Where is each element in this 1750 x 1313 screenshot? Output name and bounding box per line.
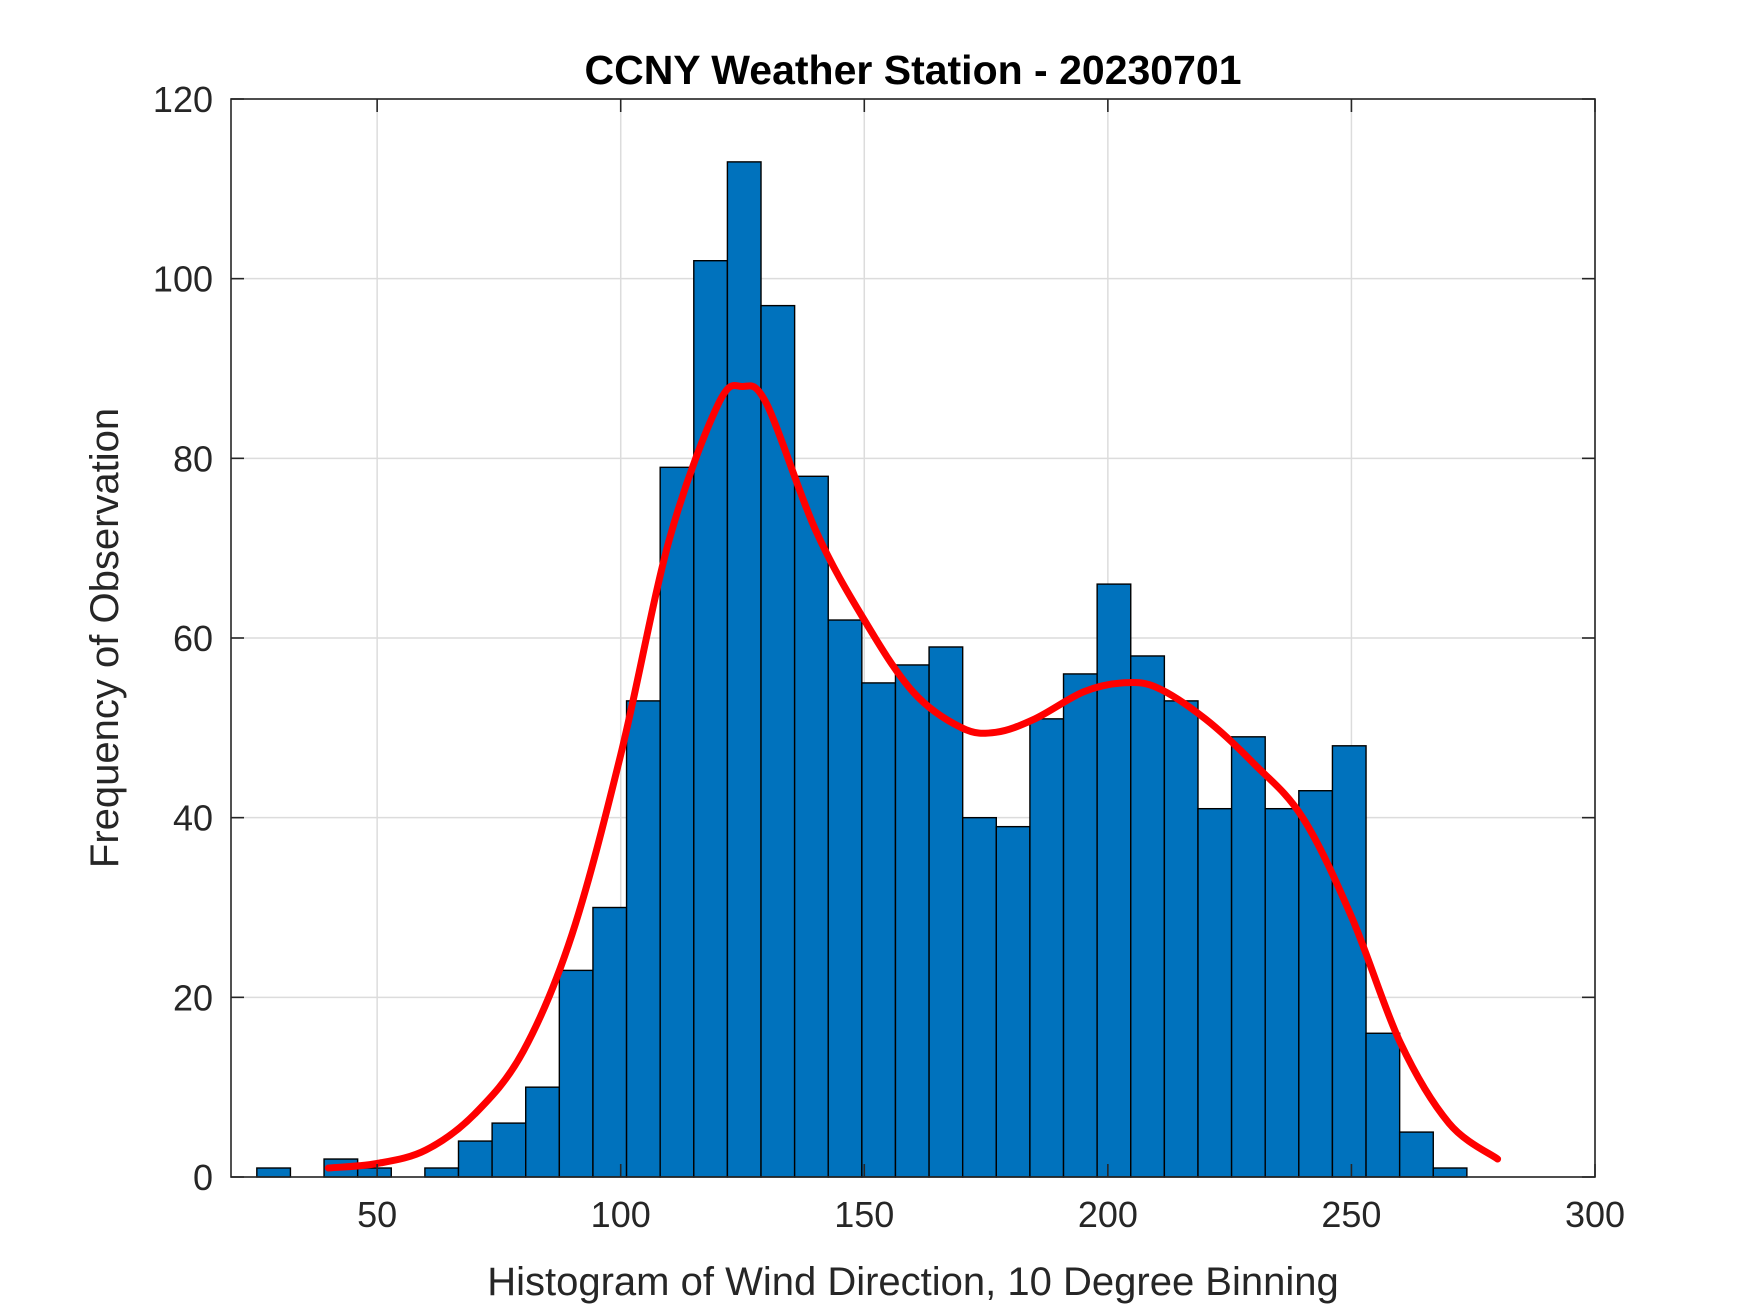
histogram-bar (1298, 790, 1334, 1178)
histogram-bar (1197, 807, 1233, 1178)
histogram-bar (1096, 583, 1132, 1178)
histogram-bar (1264, 807, 1300, 1178)
histogram-bar (592, 906, 628, 1178)
histogram-bar (961, 816, 998, 1178)
histogram-bar (995, 825, 1031, 1178)
y-tick-label: 120 (153, 79, 213, 120)
histogram-bar (827, 619, 863, 1178)
x-tick-label: 300 (1565, 1194, 1625, 1235)
y-tick-label: 20 (173, 977, 213, 1018)
histogram-bar (1398, 1131, 1434, 1178)
x-axis-label: Histogram of Wind Direction, 10 Degree B… (487, 1260, 1339, 1304)
histogram-bar (1163, 700, 1199, 1178)
y-tick-label: 60 (173, 618, 213, 659)
chart-title: CCNY Weather Station - 20230701 (584, 47, 1241, 93)
fit-curve-line (324, 381, 1502, 1172)
histogram-bar (356, 1167, 392, 1178)
x-tick-label: 200 (1078, 1194, 1138, 1235)
histogram-bar (1062, 673, 1098, 1178)
histogram-bar (558, 969, 594, 1178)
histogram-bar (256, 1167, 292, 1178)
histogram-bar (894, 664, 930, 1178)
histogram-bar (424, 1167, 460, 1178)
histogram-bar (1230, 736, 1266, 1178)
histogram-bar (1130, 655, 1166, 1178)
x-tick-label: 150 (834, 1194, 894, 1235)
histogram-bar (625, 700, 661, 1178)
histogram-bar (1331, 745, 1367, 1178)
x-tick-label: 100 (591, 1194, 651, 1235)
y-tick-label: 80 (173, 438, 213, 479)
histogram-bar (1432, 1167, 1468, 1178)
grid-lines (231, 98, 1596, 1178)
axis-ticks: 50 100 150 200 250 300 0 20 40 60 80 100 120 (153, 79, 1625, 1235)
histogram-bar (928, 646, 964, 1178)
histogram-bar (659, 466, 695, 1178)
histogram-bar (457, 1140, 493, 1178)
histogram-bar (525, 1086, 561, 1178)
histogram-bar (793, 475, 829, 1178)
histogram-bars (256, 161, 1468, 1178)
histogram-bar (726, 161, 762, 1178)
x-tick-label: 50 (357, 1194, 397, 1235)
histogram-bar (861, 682, 897, 1178)
histogram-bar (491, 1122, 527, 1178)
y-tick-label: 100 (153, 259, 213, 300)
x-tick-label: 250 (1321, 1194, 1381, 1235)
y-tick-label: 40 (173, 798, 213, 839)
histogram-bar (1029, 718, 1065, 1178)
fit-curve-layer (324, 381, 1502, 1172)
y-axis-label: Frequency of Observation (83, 408, 127, 868)
y-tick-label: 0 (193, 1157, 213, 1198)
histogram-bar (1365, 1032, 1401, 1178)
